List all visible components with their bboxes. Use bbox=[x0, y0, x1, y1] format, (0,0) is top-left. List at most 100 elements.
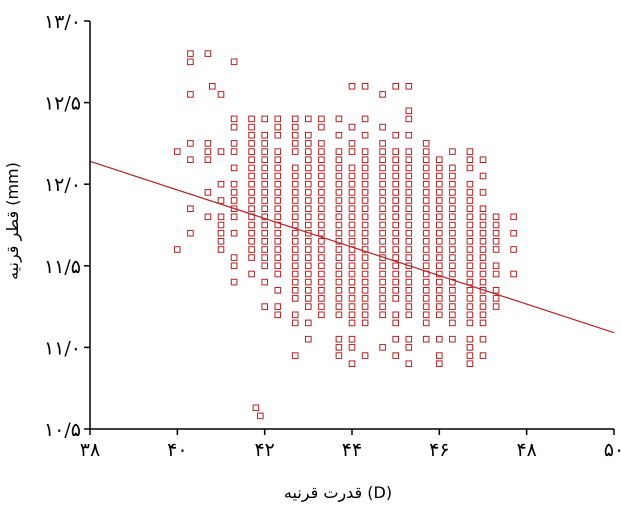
data-point bbox=[422, 172, 430, 180]
data-point bbox=[261, 197, 268, 204]
data-point bbox=[479, 295, 487, 302]
data-point bbox=[405, 148, 413, 155]
data-point bbox=[422, 164, 430, 172]
data-point bbox=[422, 254, 430, 261]
data-point bbox=[261, 131, 268, 139]
data-point bbox=[466, 303, 474, 310]
data-point bbox=[405, 156, 413, 163]
data-point bbox=[305, 172, 312, 180]
data-point bbox=[274, 123, 282, 131]
data-point bbox=[261, 246, 268, 253]
data-point bbox=[274, 115, 282, 123]
data-point bbox=[305, 213, 312, 221]
data-point bbox=[466, 360, 474, 367]
data-point bbox=[305, 180, 312, 188]
data-point bbox=[361, 221, 369, 229]
data-point bbox=[405, 229, 413, 237]
data-point bbox=[392, 197, 399, 204]
data-point bbox=[248, 254, 255, 261]
data-point bbox=[305, 246, 312, 253]
data-point bbox=[348, 229, 356, 237]
data-point bbox=[422, 246, 430, 253]
data-point bbox=[318, 254, 325, 261]
data-point bbox=[379, 156, 386, 163]
data-point bbox=[466, 156, 474, 163]
data-point bbox=[405, 164, 413, 172]
data-point bbox=[449, 262, 456, 270]
data-point bbox=[274, 156, 282, 163]
data-point bbox=[436, 311, 443, 319]
data-point bbox=[274, 229, 282, 237]
data-point bbox=[174, 246, 181, 253]
data-point bbox=[348, 278, 356, 286]
data-point bbox=[449, 221, 456, 229]
data-point bbox=[405, 172, 413, 180]
data-point bbox=[436, 295, 443, 302]
data-point bbox=[335, 344, 343, 351]
data-point bbox=[274, 262, 282, 270]
data-point bbox=[305, 295, 312, 302]
data-point bbox=[479, 221, 487, 229]
data-point bbox=[274, 311, 282, 319]
data-point bbox=[392, 229, 399, 237]
data-point bbox=[335, 156, 343, 163]
data-point bbox=[479, 213, 487, 221]
data-point bbox=[361, 205, 369, 212]
data-point bbox=[405, 213, 413, 221]
data-point bbox=[479, 335, 487, 343]
data-point bbox=[405, 180, 413, 188]
data-point bbox=[392, 262, 399, 270]
data-point bbox=[291, 189, 299, 196]
data-point bbox=[361, 311, 369, 319]
data-point bbox=[466, 278, 474, 286]
data-point bbox=[348, 197, 356, 204]
data-point bbox=[248, 164, 255, 172]
data-point bbox=[361, 229, 369, 237]
data-point bbox=[361, 303, 369, 310]
data-point bbox=[187, 156, 194, 163]
data-point bbox=[318, 303, 325, 310]
data-point bbox=[422, 148, 430, 155]
data-point bbox=[274, 238, 282, 245]
data-point bbox=[361, 83, 369, 90]
y-tick-label: ۱۱/۵ bbox=[44, 256, 81, 278]
data-point bbox=[479, 238, 487, 245]
data-point bbox=[204, 156, 212, 163]
data-point bbox=[305, 140, 312, 147]
data-point bbox=[361, 295, 369, 302]
data-point bbox=[335, 197, 343, 204]
data-point bbox=[187, 58, 194, 66]
data-point bbox=[204, 213, 212, 221]
data-point bbox=[392, 180, 399, 188]
data-point bbox=[405, 335, 413, 343]
data-point bbox=[348, 172, 356, 180]
data-point bbox=[261, 254, 268, 261]
data-point bbox=[379, 311, 386, 319]
data-point bbox=[335, 148, 343, 155]
data-point bbox=[405, 311, 413, 319]
data-point bbox=[510, 246, 517, 253]
data-point bbox=[335, 270, 343, 278]
data-point bbox=[274, 148, 282, 155]
data-point bbox=[405, 360, 413, 367]
data-point bbox=[318, 205, 325, 212]
data-point bbox=[348, 148, 356, 155]
y-tick-label: ۱۰/۵ bbox=[44, 419, 81, 441]
data-point bbox=[405, 205, 413, 212]
data-point bbox=[436, 246, 443, 253]
data-point bbox=[305, 197, 312, 204]
data-point bbox=[436, 278, 443, 286]
data-point bbox=[492, 238, 500, 245]
data-point bbox=[318, 311, 325, 319]
data-point bbox=[318, 270, 325, 278]
data-point bbox=[335, 205, 343, 212]
data-point bbox=[305, 278, 312, 286]
data-point bbox=[318, 295, 325, 302]
data-point bbox=[422, 287, 430, 294]
data-point bbox=[291, 238, 299, 245]
data-point bbox=[479, 311, 487, 319]
data-point bbox=[466, 254, 474, 261]
data-point bbox=[274, 254, 282, 261]
data-point bbox=[466, 197, 474, 204]
data-point bbox=[204, 148, 212, 155]
